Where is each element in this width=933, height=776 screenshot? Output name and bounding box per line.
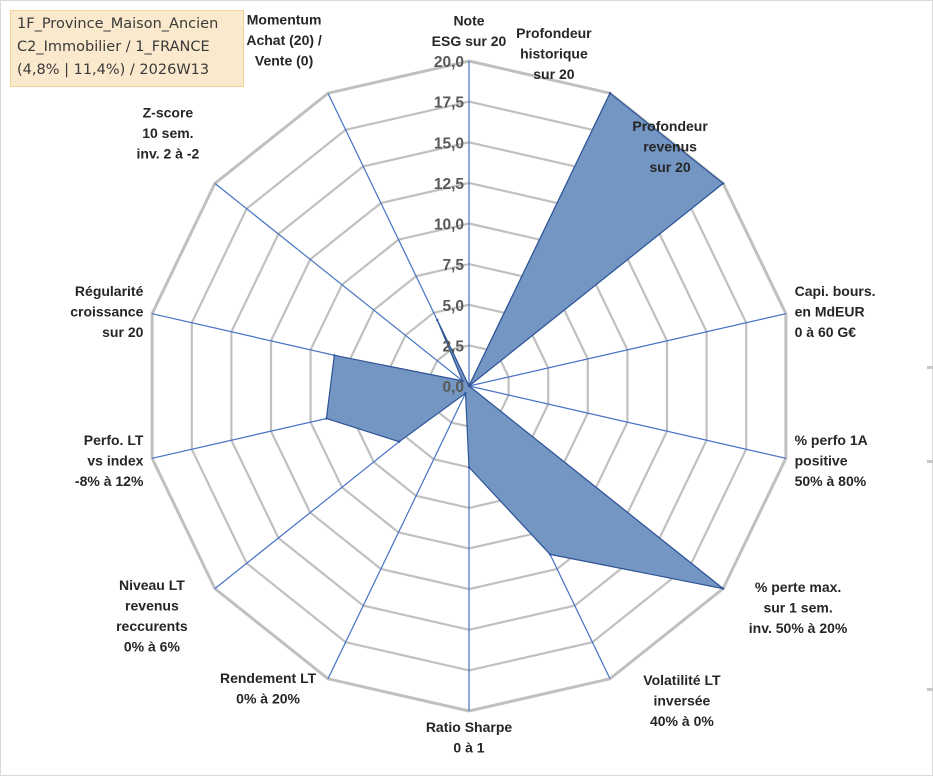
axis-label-line: Z-score xyxy=(143,104,194,120)
data-point xyxy=(436,318,439,322)
axis-label: Volatilité LT inversée 40% à 0% xyxy=(643,672,721,729)
axis-label-line: revenus xyxy=(643,138,697,154)
axis-label-line: Momentum xyxy=(247,12,322,28)
tick-label: 20,0 xyxy=(434,54,464,71)
tick-label: 5,0 xyxy=(442,298,464,315)
scroll-marker xyxy=(927,688,933,691)
axis-label: Momentum Achat (20) / Vente (0) xyxy=(246,12,322,69)
axis-label-line: Vente (0) xyxy=(255,53,313,69)
axis-label-line: Profondeur xyxy=(516,25,592,41)
axis-label-line: Rendement LT xyxy=(220,670,317,686)
axis-label-line: sur 20 xyxy=(102,324,143,340)
chart-title-line-2: C2_Immobilier / 1_FRANCE xyxy=(17,39,210,55)
axis-label: Profondeur revenus sur 20 xyxy=(632,118,708,175)
axis-label-line: % perfo 1A xyxy=(795,432,868,448)
axis-label: Niveau LT revenus reccurents 0% à 6% xyxy=(116,577,188,655)
axis-label-line: historique xyxy=(520,46,588,62)
axis-label-line: inv. 2 à -2 xyxy=(137,145,200,161)
axis-spoke xyxy=(468,385,787,459)
tick-label: 17,5 xyxy=(434,95,465,112)
axis-label-line: sur 20 xyxy=(533,66,574,82)
axis-label-line: inv. 50% à 20% xyxy=(749,620,848,636)
axis-label-line: Ratio Sharpe xyxy=(426,719,513,735)
axis-label: Rendement LT 0% à 20% xyxy=(220,670,317,707)
axis-label: Profondeur historique sur 20 xyxy=(516,25,592,82)
axis-label-line: Profondeur xyxy=(632,118,708,134)
axis-label-line: reccurents xyxy=(116,618,188,634)
data-point xyxy=(464,392,467,395)
axis-label-line: -8% à 12% xyxy=(75,473,144,489)
axis-label-line: 0 à 60 G€ xyxy=(795,324,857,340)
axis-spoke xyxy=(214,182,470,387)
axis-label: Capi. bours. en MdEUR 0 à 60 G€ xyxy=(795,283,876,340)
axis-label-line: 0% à 6% xyxy=(124,639,181,655)
axis-label-line: revenus xyxy=(125,598,179,614)
tick-label: 0,0 xyxy=(442,379,464,396)
axis-label-line: Note xyxy=(453,13,484,29)
tick-label: 7,5 xyxy=(442,257,464,274)
scroll-marker xyxy=(927,366,933,369)
axis-spoke xyxy=(468,313,787,387)
axis-label-line: 0 à 1 xyxy=(453,740,484,756)
tick-label: 10,0 xyxy=(434,217,464,234)
axis-label-line: Achat (20) / xyxy=(246,32,322,48)
axis-label-line: inversée xyxy=(653,692,710,708)
axis-label-line: en MdEUR xyxy=(795,304,865,320)
axis-label-line: Régularité xyxy=(75,283,144,299)
axis-label: % perfo 1A positive 50% à 80% xyxy=(795,432,868,489)
axis-label-line: % perte max. xyxy=(755,579,841,595)
series-layer xyxy=(325,92,725,590)
axis-label-line: Volatilité LT xyxy=(643,672,721,688)
axis-label-line: 50% à 80% xyxy=(795,473,867,489)
axis-label: % perte max. sur 1 sem. inv. 50% à 20% xyxy=(749,579,848,636)
data-point xyxy=(467,384,471,388)
data-point xyxy=(397,440,401,443)
data-point xyxy=(548,553,552,556)
axis-label-line: 0% à 20% xyxy=(236,690,300,706)
axis-label-line: croissance xyxy=(70,304,143,320)
tick-label: 12,5 xyxy=(434,176,465,193)
axis-label: Régularité croissance sur 20 xyxy=(70,283,143,340)
tick-layer: 0,0 2,5 5,0 7,5 10,0 12,5 15,0 17,5 20,0 xyxy=(434,54,465,396)
chart-title-line-1: 1F_Province_Maison_Ancien xyxy=(17,16,219,32)
chart-title-box: 1F_Province_Maison_Ancien C2_Immobilier … xyxy=(10,10,244,87)
axis-label: Perfo. LT vs index -8% à 12% xyxy=(75,432,144,489)
tick-label: 2,5 xyxy=(442,338,464,355)
axis-label-line: vs index xyxy=(87,452,143,468)
axis-label-line: positive xyxy=(795,452,848,468)
axis-label: Note ESG sur 20 xyxy=(432,13,507,50)
series-area xyxy=(325,92,725,590)
data-point xyxy=(608,92,612,95)
tick-label: 15,0 xyxy=(434,135,464,152)
scroll-marker xyxy=(927,460,933,463)
data-point xyxy=(721,587,725,590)
axis-label-line: Capi. bours. xyxy=(795,283,876,299)
data-point xyxy=(467,466,471,469)
data-point xyxy=(333,354,336,357)
axis-label-layer: Note ESG sur 20 Profondeur historique sur 20… xyxy=(70,12,875,756)
data-point xyxy=(721,182,725,185)
data-point xyxy=(325,417,328,420)
axis-label-line: Niveau LT xyxy=(119,577,185,593)
data-point xyxy=(461,379,464,383)
axis-label-line: 10 sem. xyxy=(142,125,193,141)
axis-label: Ratio Sharpe 0 à 1 xyxy=(426,719,513,756)
axis-label-line: ESG sur 20 xyxy=(432,33,507,49)
axis-label-line: sur 20 xyxy=(649,159,690,175)
chart-title-line-3: (4,8% | 11,4%) / 2026W13 xyxy=(17,62,210,78)
axis-label-line: 40% à 0% xyxy=(650,713,714,729)
axis-label-line: Perfo. LT xyxy=(84,432,144,448)
axis-label: Z-score 10 sem. inv. 2 à -2 xyxy=(137,104,200,161)
axis-label-line: sur 1 sem. xyxy=(763,600,832,616)
axis-spoke xyxy=(327,385,470,680)
